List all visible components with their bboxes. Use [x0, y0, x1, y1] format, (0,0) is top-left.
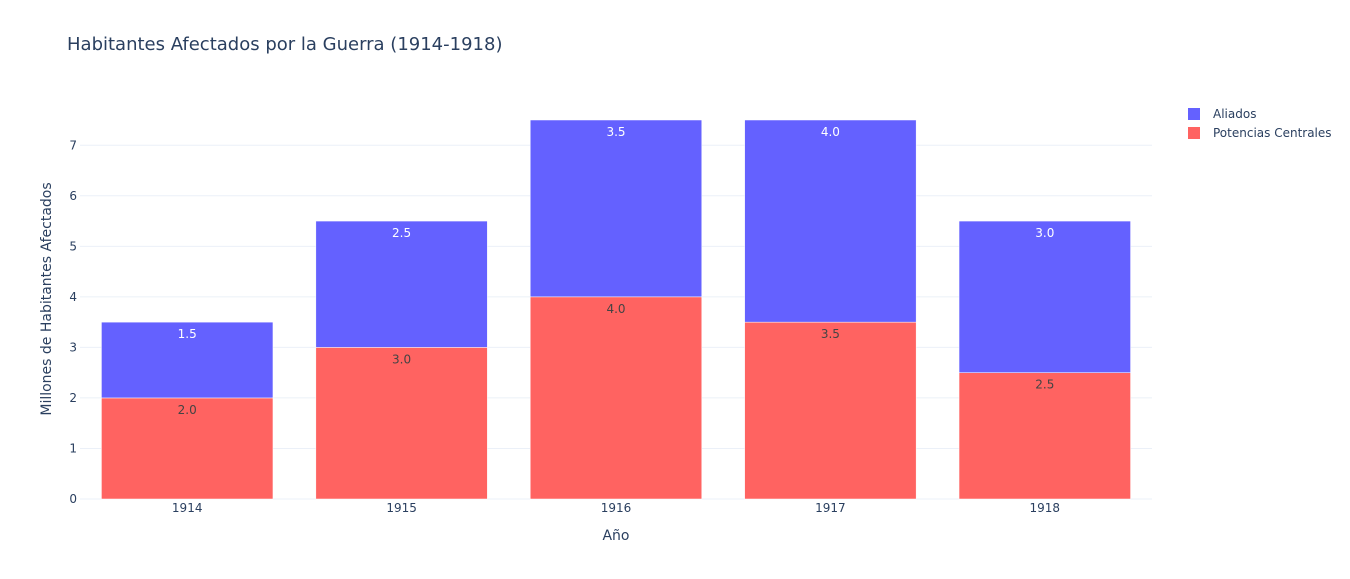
x-tick-label: 1916	[601, 501, 632, 515]
y-tick-label: 1	[69, 441, 77, 455]
x-tick-label: 1915	[386, 501, 417, 515]
bar-value-label: 3.0	[1035, 226, 1054, 240]
bar-aliados-1915[interactable]	[315, 220, 488, 348]
legend-swatch[interactable]	[1188, 127, 1200, 139]
bar-aliados-1917[interactable]	[744, 119, 917, 323]
x-axis-ticks: 1914 1915 1916 1917 1918	[172, 501, 1060, 515]
y-tick-label: 2	[69, 391, 77, 405]
bar-labels: 2.0 3.0 4.0 3.5 2.5 1.5 2.5 3.5 4.0 3.0	[178, 125, 1055, 417]
y-tick-label: 5	[69, 239, 77, 253]
bar-potencias-centrales-1915[interactable]	[315, 347, 488, 500]
bar-value-label: 4.0	[606, 302, 625, 316]
y-axis-ticks: 0 1 2 3 4 5 6 7	[69, 138, 77, 506]
bar-value-label: 3.5	[606, 125, 625, 139]
bar-potencias-centrales-1914[interactable]	[101, 397, 274, 500]
y-tick-label: 7	[69, 138, 77, 152]
y-tick-label: 6	[69, 189, 77, 203]
y-tick-label: 0	[69, 492, 77, 506]
x-tick-label: 1918	[1030, 501, 1061, 515]
legend-swatch[interactable]	[1188, 108, 1200, 120]
y-tick-label: 3	[69, 340, 77, 354]
x-tick-label: 1917	[815, 501, 846, 515]
bar-potencias-centrales-1916[interactable]	[529, 296, 703, 500]
bar-value-label: 2.5	[1035, 378, 1054, 392]
bars	[101, 119, 1131, 500]
bar-value-label: 4.0	[821, 125, 840, 139]
bar-potencias-centrales-1917[interactable]	[744, 321, 917, 500]
x-axis-title: Año	[602, 528, 629, 544]
legend: Aliados Potencias Centrales	[1188, 107, 1332, 140]
bar-value-label: 3.0	[392, 352, 411, 366]
y-tick-label: 4	[69, 290, 77, 304]
bar-aliados-1918[interactable]	[958, 220, 1131, 373]
bar-value-label: 2.0	[178, 403, 197, 417]
legend-label[interactable]: Aliados	[1213, 107, 1256, 121]
bar-value-label: 1.5	[178, 327, 197, 341]
x-tick-label: 1914	[172, 501, 203, 515]
y-axis-title: Millones de Habitantes Afectados	[39, 182, 55, 415]
bar-aliados-1916[interactable]	[529, 119, 703, 298]
bar-aliados-1914[interactable]	[101, 321, 274, 399]
bar-value-label: 3.5	[821, 327, 840, 341]
bar-value-label: 2.5	[392, 226, 411, 240]
chart-title: Habitantes Afectados por la Guerra (1914…	[67, 34, 502, 55]
legend-label[interactable]: Potencias Centrales	[1213, 126, 1332, 140]
bar-potencias-centrales-1918[interactable]	[958, 372, 1131, 500]
